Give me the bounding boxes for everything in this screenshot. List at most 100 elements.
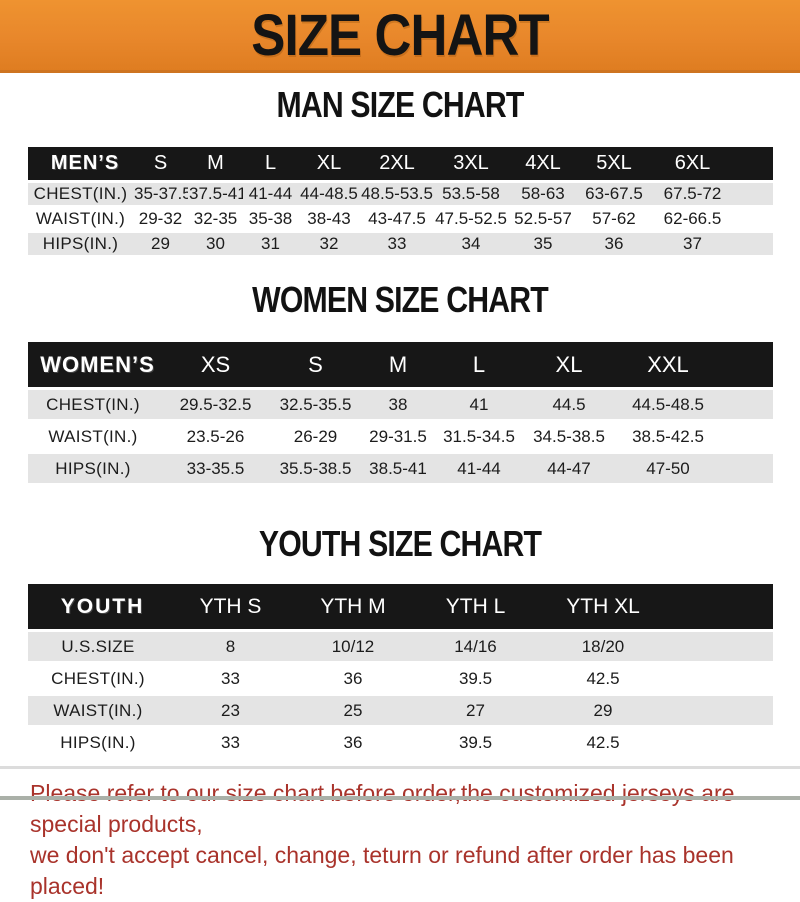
size-value: 31.5-34.5 — [438, 420, 520, 454]
column-header: 6XL — [650, 147, 735, 183]
size-value: 29 — [133, 231, 188, 258]
size-value: 14/16 — [413, 630, 538, 664]
size-value: 34 — [434, 231, 508, 258]
spacer-cell — [718, 452, 773, 486]
man-size-chart-heading: MAN SIZE CHART — [0, 84, 800, 130]
size-value: 29-32 — [133, 206, 188, 233]
size-value: 58-63 — [508, 181, 578, 208]
size-value: 38.5-42.5 — [618, 420, 718, 454]
size-value: 43-47.5 — [360, 206, 434, 233]
size-value: 32 — [298, 231, 360, 258]
size-value: 38.5-41 — [358, 452, 438, 486]
size-value: 41 — [438, 388, 520, 422]
size-value: 36 — [293, 662, 413, 696]
spacer-cell — [668, 694, 773, 728]
size-value: 30 — [188, 231, 243, 258]
column-header: S — [273, 342, 358, 390]
spacer-cell — [735, 147, 773, 183]
column-header: M — [188, 147, 243, 183]
youth-size-table: YOUTH YTH S YTH M YTH L YTH XL U.S.SIZE … — [28, 584, 773, 760]
spacer-cell — [668, 662, 773, 696]
women-size-chart-heading-text: WOMEN SIZE CHART — [252, 279, 549, 320]
size-value: 47-50 — [618, 452, 718, 486]
size-value: 29 — [538, 694, 668, 728]
size-value: 37 — [650, 231, 735, 258]
size-value: 32.5-35.5 — [273, 388, 358, 422]
size-value: 8 — [168, 630, 293, 664]
row-label: WAIST(IN.) — [28, 206, 133, 233]
column-header: M — [358, 342, 438, 390]
table-row: WAIST(IN.) 23 25 27 29 — [28, 694, 773, 728]
size-value: 33-35.5 — [158, 452, 273, 486]
table-row: CHEST(IN.) 35-37.5 37.5-41 41-44 44-48.5… — [28, 181, 773, 208]
column-header: L — [243, 147, 298, 183]
women-size-chart-heading: WOMEN SIZE CHART — [0, 279, 800, 325]
table-row: CHEST(IN.) 33 36 39.5 42.5 — [28, 662, 773, 696]
size-value: 39.5 — [413, 726, 538, 760]
row-label: HIPS(IN.) — [28, 726, 168, 760]
column-header: YTH XL — [538, 584, 668, 632]
size-value: 42.5 — [538, 662, 668, 696]
size-value: 35-38 — [243, 206, 298, 233]
size-value: 48.5-53.5 — [360, 181, 434, 208]
table-header-row: WOMEN’S XS S M L XL XXL — [28, 342, 773, 390]
size-value: 52.5-57 — [508, 206, 578, 233]
size-value: 42.5 — [538, 726, 668, 760]
size-value: 53.5-58 — [434, 181, 508, 208]
row-label: WAIST(IN.) — [28, 694, 168, 728]
size-value: 38 — [358, 388, 438, 422]
column-header: XXL — [618, 342, 718, 390]
column-header: YTH L — [413, 584, 538, 632]
column-header: YTH S — [168, 584, 293, 632]
row-label: HIPS(IN.) — [28, 452, 158, 486]
spacer-cell — [668, 630, 773, 664]
size-value: 10/12 — [293, 630, 413, 664]
spacer-cell — [735, 181, 773, 208]
column-header: 4XL — [508, 147, 578, 183]
size-value: 39.5 — [413, 662, 538, 696]
size-value: 67.5-72 — [650, 181, 735, 208]
size-value: 23 — [168, 694, 293, 728]
size-value: 33 — [360, 231, 434, 258]
size-value: 41-44 — [243, 181, 298, 208]
spacer-cell — [735, 206, 773, 233]
size-value: 44-47 — [520, 452, 618, 486]
size-value: 32-35 — [188, 206, 243, 233]
size-value: 36 — [578, 231, 650, 258]
size-value: 41-44 — [438, 452, 520, 486]
size-value: 37.5-41 — [188, 181, 243, 208]
footer-line-2: we don't accept cancel, change, teturn o… — [30, 842, 734, 899]
youth-size-chart-heading: YOUTH SIZE CHART — [0, 523, 800, 569]
size-value: 63-67.5 — [578, 181, 650, 208]
column-header: 5XL — [578, 147, 650, 183]
size-value: 62-66.5 — [650, 206, 735, 233]
size-chart-title: SIZE CHART — [251, 2, 549, 68]
column-header: XL — [298, 147, 360, 183]
column-header: L — [438, 342, 520, 390]
size-value: 27 — [413, 694, 538, 728]
column-header: 2XL — [360, 147, 434, 183]
man-size-chart-heading-text: MAN SIZE CHART — [276, 84, 525, 125]
spacer-cell — [668, 726, 773, 760]
spacer-cell — [718, 388, 773, 422]
size-value: 29-31.5 — [358, 420, 438, 454]
bottom-divider — [0, 796, 800, 800]
footer-line-1: Please refer to our size chart before or… — [30, 780, 735, 837]
column-header: XL — [520, 342, 618, 390]
row-label: CHEST(IN.) — [28, 662, 168, 696]
youth-size-chart-heading-text: YOUTH SIZE CHART — [258, 523, 542, 564]
spacer-cell — [735, 231, 773, 258]
table-row: CHEST(IN.) 29.5-32.5 32.5-35.5 38 41 44.… — [28, 388, 773, 422]
column-header: XS — [158, 342, 273, 390]
table-row: HIPS(IN.) 33-35.5 35.5-38.5 38.5-41 41-4… — [28, 452, 773, 486]
row-label: U.S.SIZE — [28, 630, 168, 664]
table-header-row: MEN’S S M L XL 2XL 3XL 4XL 5XL 6XL — [28, 147, 773, 183]
size-value: 44-48.5 — [298, 181, 360, 208]
spacer-cell — [718, 420, 773, 454]
table-header-row: YOUTH YTH S YTH M YTH L YTH XL — [28, 584, 773, 632]
column-header: 3XL — [434, 147, 508, 183]
size-value: 44.5 — [520, 388, 618, 422]
size-value: 38-43 — [298, 206, 360, 233]
size-value: 33 — [168, 726, 293, 760]
size-value: 35.5-38.5 — [273, 452, 358, 486]
